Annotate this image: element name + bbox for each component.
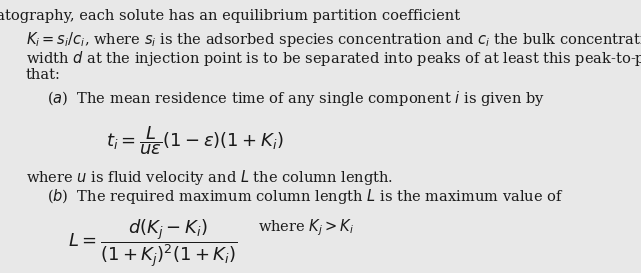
Text: $t_i = \dfrac{L}{u\varepsilon}(1 - \varepsilon)(1 + K_i)$: $t_i = \dfrac{L}{u\varepsilon}(1 - \vare… — [106, 125, 283, 158]
Text: ($b$)  The required maximum column length $L$ is the maximum value of: ($b$) The required maximum column length… — [47, 186, 563, 206]
Text: ($a$)  The mean residence time of any single component $i$ is given by: ($a$) The mean residence time of any sin… — [47, 89, 545, 108]
Text: $K_i = s_i/c_i$, where $s_i$ is the adsorbed species concentration and $c_i$ the: $K_i = s_i/c_i$, where $s_i$ is the adso… — [26, 30, 641, 49]
Text: $L = \dfrac{d(K_j - K_i)}{(1 + K_j)^2(1 + K_i)}$: $L = \dfrac{d(K_j - K_i)}{(1 + K_j)^2(1 … — [67, 217, 237, 269]
Text: where $u$ is fluid velocity and $L$ the column length.: where $u$ is fluid velocity and $L$ the … — [26, 168, 393, 186]
Text: width $d$ at the injection point is to be separated into peaks of at least this : width $d$ at the injection point is to b… — [26, 49, 641, 68]
Text: In chromatography, each solute has an equilibrium partition coefficient: In chromatography, each solute has an eq… — [0, 8, 460, 22]
Text: where $K_j > K_i$: where $K_j > K_i$ — [258, 217, 354, 238]
Text: that:: that: — [26, 68, 60, 82]
